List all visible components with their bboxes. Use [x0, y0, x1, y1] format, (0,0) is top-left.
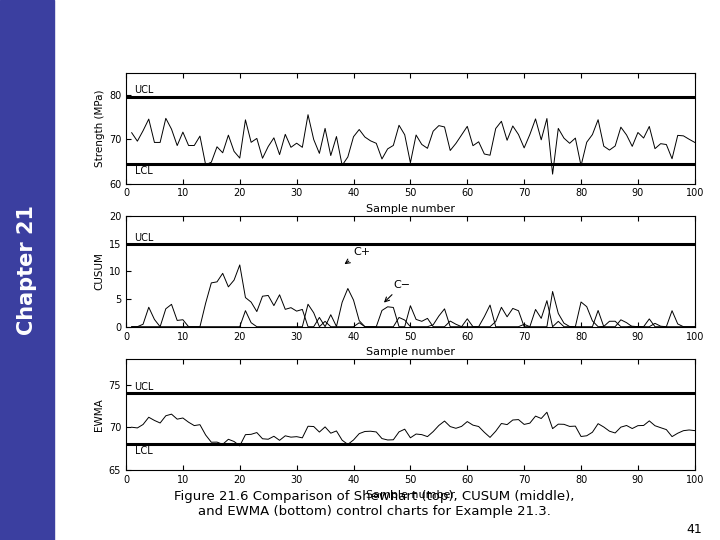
Text: and EWMA (bottom) control charts for Example 21.3.: and EWMA (bottom) control charts for Exa… [198, 505, 551, 518]
Y-axis label: EWMA: EWMA [94, 398, 104, 431]
Text: UCL: UCL [135, 233, 154, 243]
Text: LCL: LCL [135, 446, 153, 456]
Text: C+: C+ [346, 247, 371, 264]
Y-axis label: Strength (MPa): Strength (MPa) [94, 90, 104, 167]
X-axis label: Sample number: Sample number [366, 347, 455, 357]
Text: UCL: UCL [135, 382, 154, 392]
Text: Figure 21.6 Comparison of Shewhart (top), CUSUM (middle),: Figure 21.6 Comparison of Shewhart (top)… [174, 490, 575, 503]
Y-axis label: CUSUM: CUSUM [94, 252, 104, 291]
Text: LCL: LCL [135, 166, 153, 176]
Text: 41: 41 [686, 523, 702, 536]
Text: UCL: UCL [135, 85, 154, 96]
X-axis label: Sample number: Sample number [366, 490, 455, 500]
X-axis label: Sample number: Sample number [366, 204, 455, 214]
Text: C−: C− [384, 280, 410, 302]
Text: Chapter 21: Chapter 21 [17, 205, 37, 335]
